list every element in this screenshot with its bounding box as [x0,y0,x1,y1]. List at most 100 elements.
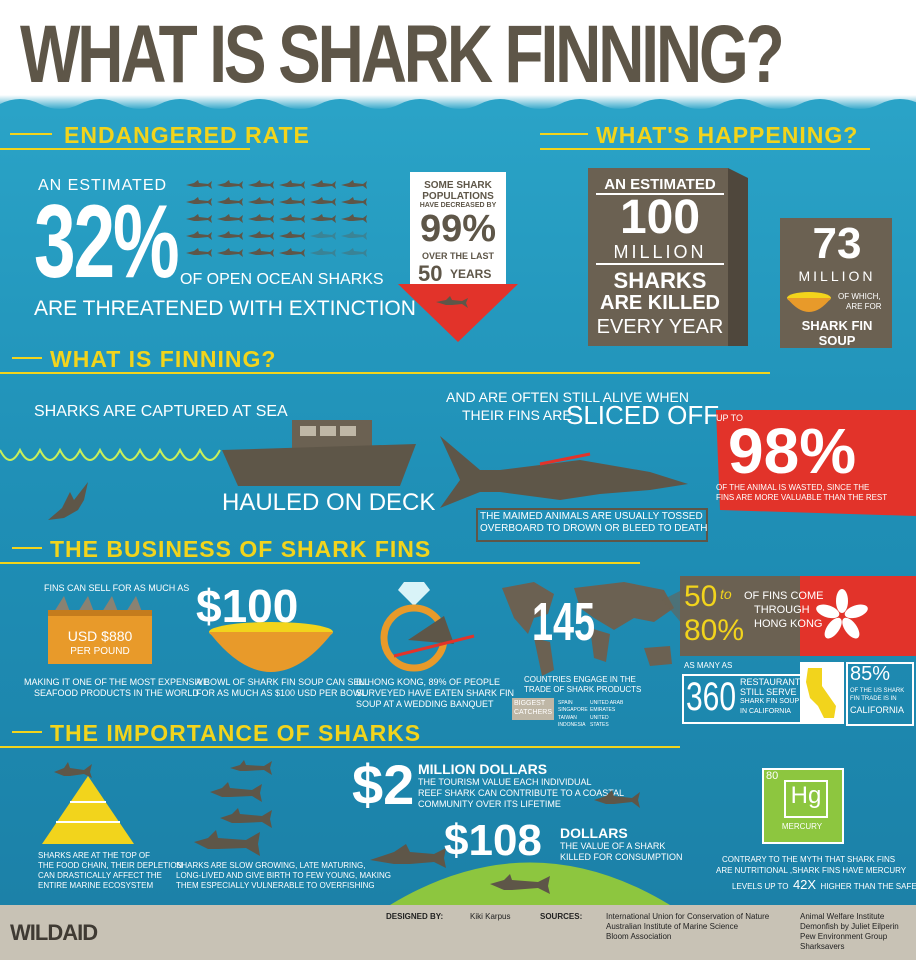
hk-fins1: OF FINS COME [744,590,824,602]
bowl-line1: A BOWL OF SHARK FIN SOUP CAN SELL [196,677,370,687]
island-icon [370,790,670,905]
happening-million2: MILLION [798,268,876,284]
shark-mark [217,231,243,240]
shark-mark [186,197,212,206]
shark-mark [248,248,274,257]
hk-to: 80% [684,614,745,647]
soup-bowl-icon [787,292,831,312]
open-ocean-label: OF OPEN OCEAN SHARKS [180,271,384,288]
mercury-suffix: HIGHER THAN THE SAFE LIMIT [820,882,916,891]
shark-mark [186,248,212,257]
happening-sharks: SHARKS [613,268,707,293]
divider [12,357,42,359]
catchers-col2: UNITED ARAB EMIRATES UNITED STATES [590,700,623,729]
as-many-label: AS MANY AS [684,661,733,670]
value-line2: KILLED FOR CONSUMPTION [560,852,683,862]
expensive-line1: MAKING IT ONE OF THE MOST EXPENSIVE [24,677,210,687]
restaurants-line3: SHARK FIN SOUP [740,698,800,705]
wasted-banner [716,410,916,516]
hk-line2: SURVEYED HAVE EATEN SHARK FIN [356,688,515,698]
hauled-label: HAULED ON DECK [222,489,436,516]
pop-years-num: 50 [418,261,443,286]
million-num: $2 [352,753,415,816]
restaurants-line4: IN CALIFORNIA [740,708,791,715]
restaurants-num: 360 [686,675,737,719]
top-line2: THE FOOD CHAIN, THEIR DEPLETION [38,861,183,870]
per-pound-label: PER POUND [70,646,130,657]
divider [0,148,250,150]
shark-mark [248,214,274,223]
tourism-line1: THE TOURISM VALUE EACH INDIVIDUAL [418,777,592,787]
hg-name: MERCURY [781,822,823,831]
happening-100: 100 [619,191,701,244]
pop-percent: 99% [419,208,497,250]
wasted-line2: FINS ARE MORE VALUABLE THAN THE REST [716,493,888,502]
sources-col2: Animal Welfare Institute Demonfish by Ju… [800,912,899,952]
shark-mark [248,180,274,189]
divider [12,731,42,733]
shark-mark [186,214,212,223]
restaurants-line2: STILL SERVE [740,687,797,697]
catcher-item: SPAIN [558,700,573,706]
wasted-percent: 98% [728,415,857,487]
biggest-box [512,698,554,720]
shark-mark [217,248,243,257]
tossed-line2: OVERBOARD TO DROWN OR BLEED TO DEATH [480,523,708,534]
mercury-line3: LEVELS UP TO 42X HIGHER THAN THE SAFE LI… [732,876,916,894]
million-label: MILLION DOLLARS [418,761,548,777]
hk-from: 50 [684,580,718,613]
price-label: USD $880 [67,628,133,644]
shark-mark [217,180,243,189]
california-icon [800,662,844,724]
shark-mark [310,248,336,257]
shark-grid-icon [186,180,367,257]
slow-line3: THEM ESPECIALLY VULNERABLE TO OVERFISHIN… [176,881,375,890]
divider [12,547,42,549]
mercury-factor: 42X [792,877,817,892]
happening-killed: ARE KILLED [600,292,720,314]
catcher-item: EMIRATES [590,707,616,714]
top-line3: CAN DRASTICALLY AFFECT THE [38,871,162,880]
million-box-shadow [588,168,748,346]
soup-bowl-large-icon [209,622,333,672]
happening-are-for: ARE FOR [846,302,882,311]
happening-estimated: AN ESTIMATED [596,176,724,195]
shark-mark [217,214,243,223]
biggest-line1: BIGGEST [514,700,546,707]
divider [540,148,870,150]
decrease-arrow-icon [398,172,518,342]
ca-line1: OF THE US SHARK [850,688,905,694]
expensive-line2: SEAFOOD PRODUCTS IN THE WORLD [34,688,199,698]
shark-mark [279,231,305,240]
happening-soup: SHARK FIN SOUP [801,318,873,348]
shark-mark [248,231,274,240]
catcher-item: TAIWAN [558,714,577,721]
slow-line1: SHARKS ARE SLOW GROWING, LATE MATURING, [176,861,366,870]
pop-line3: HAVE DECREASED BY [419,202,497,209]
countries-num: 145 [532,592,596,652]
sliced-label: SLICED OFF [566,400,720,430]
hk-to-word: to [720,586,732,602]
divider [0,746,680,748]
catchers-col1: SPAIN SINGAPORE TAIWAN INDONESIA [558,700,588,729]
tourism-line2: REEF SHARK CAN CONTRIBUTE TO A COASTAL [418,788,625,798]
soup-box-shadow [780,218,892,348]
wildaid-logo: WILDAID [10,920,98,945]
section-importance: THE IMPORTANCE OF SHARKS [50,720,422,746]
wasted-line1: OF THE ANIMAL IS WASTED, SINCE THE [716,483,870,492]
up-to-label: UP TO [716,413,744,423]
hk-line3: SOUP AT A WEDDING BANQUET [356,699,494,709]
ca-percent: 85% [850,663,891,685]
bowl-line2: FOR AS MUCH AS $100 USD PER BOWL [196,688,367,698]
shark-mark [341,231,367,240]
divider [10,133,52,135]
sources-label: SOURCES: [540,912,583,921]
shark-mark [279,180,305,189]
shark-mark [186,180,212,189]
page-title: WHAT IS SHARK FINNING? [20,9,785,100]
wedding-ring-icon [380,582,475,672]
section-business: THE BUSINESS OF SHARK FINS [50,536,432,562]
shark-school-icon [194,760,272,856]
hg-symbol: Hg [784,780,828,818]
shark-mark [279,197,305,206]
